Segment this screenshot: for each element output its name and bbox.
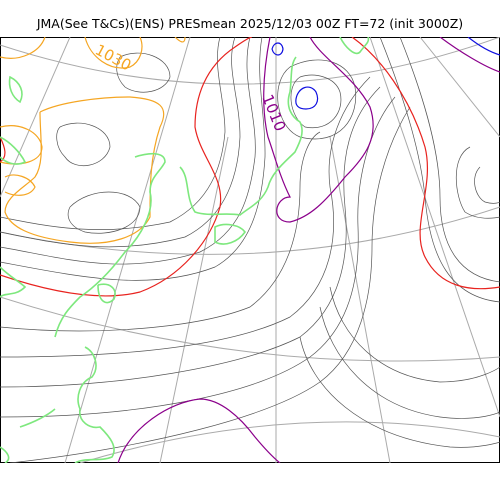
isobar-line: [4, 174, 36, 196]
pressure-map: 1030 1010: [0, 37, 500, 463]
isobar-line: [0, 76, 371, 358]
coastlines: [0, 37, 370, 463]
isobar-line: [439, 37, 500, 73]
coastline: [0, 266, 27, 298]
meridian-line: [369, 37, 500, 418]
isobar-line: [56, 122, 111, 166]
isobar-line: [277, 59, 357, 140]
isobar-line: [9, 106, 411, 463]
map-frame: [0, 37, 500, 463]
coastline: [8, 75, 23, 104]
isobar-line: [174, 37, 186, 43]
isobar-line: [290, 74, 342, 129]
isobar-line: [0, 37, 241, 248]
isobar-line: [399, 37, 500, 283]
isobar-line: [0, 37, 46, 59]
coastline: [339, 37, 370, 55]
isobar-1010: [117, 37, 500, 463]
isobar-line: [84, 37, 143, 69]
isobar-1020: [0, 37, 500, 297]
coastline: [74, 346, 115, 463]
isobar-line: [299, 336, 500, 448]
coastline: [19, 408, 56, 428]
isobar-line: [467, 37, 500, 56]
isobar-line: [263, 37, 374, 223]
coastline: [0, 136, 27, 165]
isobar-line: [116, 52, 171, 93]
meridian-line: [0, 37, 71, 198]
isobar-line: [0, 37, 266, 281]
coastline: [54, 152, 166, 338]
isobar-line: [67, 191, 141, 234]
isobar-line: [117, 398, 281, 463]
parallel-line: [79, 421, 500, 463]
isobar-line: [295, 86, 319, 110]
meridian-line: [159, 136, 229, 463]
isobar-1030: [0, 37, 186, 244]
isobar-line: [474, 166, 500, 204]
parallel-line: [0, 296, 500, 362]
isobar-line: [271, 42, 284, 56]
parallel-line: [0, 37, 500, 85]
isobar-line: [0, 37, 226, 230]
isobar-line: [0, 86, 381, 388]
coastline: [97, 283, 116, 304]
isobar-line: [0, 131, 321, 332]
isobar-1000: [271, 37, 500, 110]
coastline: [179, 56, 303, 216]
isobar-line: [0, 37, 253, 297]
isobar-line: [0, 136, 6, 163]
coastline: [0, 446, 10, 463]
meridian-line: [419, 37, 500, 138]
isobar-line: [351, 37, 500, 290]
coastline: [214, 223, 246, 245]
isobar-line: [0, 96, 396, 418]
meridian-line: [329, 136, 391, 463]
isobar-line: [329, 286, 500, 383]
map-title: JMA(See T&Cs)(ENS) PRESmean 2025/12/03 0…: [36, 16, 464, 31]
isobar-line: [319, 306, 500, 419]
isobar-line: [0, 37, 256, 265]
